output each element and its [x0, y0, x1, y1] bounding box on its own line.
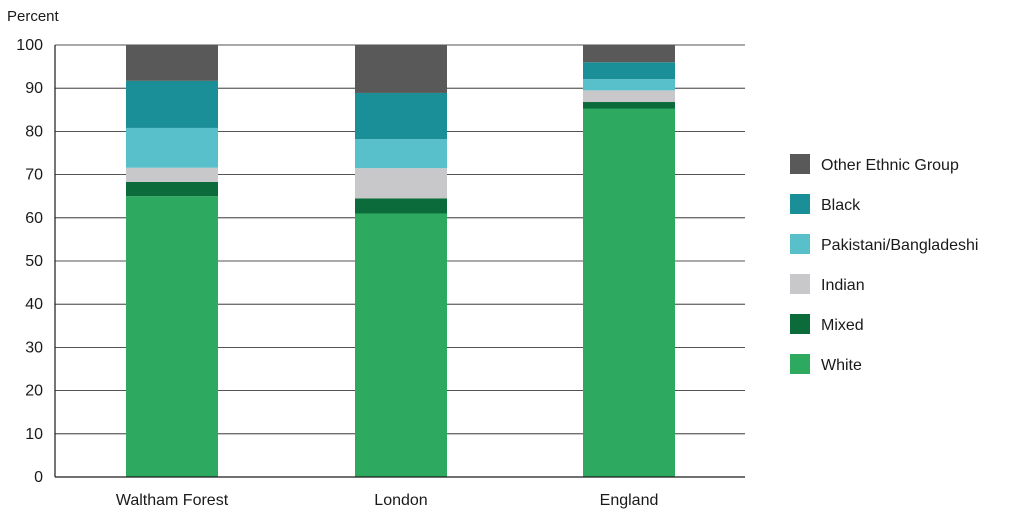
bar-segment-mixed-waltham-forest	[126, 181, 218, 197]
legend-label: Indian	[821, 277, 865, 294]
legend: Other Ethnic Group Black Pakistani/Banglad…	[790, 154, 978, 374]
y-axis-label: Percent	[7, 8, 60, 25]
legend-item-mixed: Mixed	[790, 314, 864, 334]
bar-segment-indian-waltham-forest	[126, 167, 218, 182]
legend-item-other-ethnic-group: Other Ethnic Group	[790, 154, 959, 174]
y-tick-label: 0	[34, 469, 43, 486]
bar-segment-white-england	[583, 108, 675, 477]
legend-swatch	[790, 314, 810, 334]
y-tick-label: 100	[16, 37, 43, 54]
bar-segment-other-ethnic-group-england	[583, 45, 675, 63]
legend-item-white: White	[790, 354, 862, 374]
y-tick-label: 30	[25, 339, 43, 356]
bar-segment-mixed-england	[583, 102, 675, 109]
legend-item-indian: Indian	[790, 274, 865, 294]
bar-segment-black-london	[355, 92, 447, 140]
legend-item-pakistani-bangladeshi: Pakistani/Bangladeshi	[790, 234, 978, 254]
legend-label: Other Ethnic Group	[821, 157, 959, 174]
y-tick-label: 40	[25, 296, 43, 313]
bar-segment-pakistani-bangladeshi-england	[583, 79, 675, 91]
legend-item-black: Black	[790, 194, 861, 214]
legend-swatch	[790, 274, 810, 294]
bar-segment-indian-london	[355, 168, 447, 199]
bar-segment-mixed-london	[355, 198, 447, 214]
legend-swatch	[790, 234, 810, 254]
legend-label: White	[821, 357, 862, 374]
legend-label: Black	[821, 197, 861, 214]
bar-segment-other-ethnic-group-waltham-forest	[126, 45, 218, 81]
y-tick-label: 50	[25, 253, 43, 270]
bar-segment-indian-england	[583, 90, 675, 103]
legend-label: Pakistani/Bangladeshi	[821, 237, 978, 254]
bar-segment-white-london	[355, 213, 447, 478]
y-tick-label: 60	[25, 210, 43, 227]
bar-segment-white-waltham-forest	[126, 196, 218, 477]
bar-segment-black-england	[583, 62, 675, 80]
legend-swatch	[790, 154, 810, 174]
y-tick-label: 90	[25, 80, 43, 97]
y-tick-label: 20	[25, 383, 43, 400]
bar-segment-pakistani-bangladeshi-waltham-forest	[126, 127, 218, 168]
category-label: Waltham Forest	[116, 492, 229, 509]
y-tick-label: 10	[25, 426, 43, 443]
legend-swatch	[790, 194, 810, 214]
y-tick-label: 80	[25, 123, 43, 140]
bar-segment-other-ethnic-group-london	[355, 45, 447, 93]
legend-swatch	[790, 354, 810, 374]
legend-label: Mixed	[821, 317, 864, 334]
y-tick-label: 70	[25, 167, 43, 184]
category-label: England	[600, 492, 659, 509]
bar-segment-black-waltham-forest	[126, 80, 218, 128]
category-labels: Waltham Forest London England	[116, 492, 659, 509]
bars	[55, 45, 745, 478]
y-tick-labels: 0 10 20 30 40 50 60 70 80 90 100	[16, 37, 43, 486]
bar-segment-pakistani-bangladeshi-london	[355, 139, 447, 169]
category-label: London	[374, 492, 427, 509]
